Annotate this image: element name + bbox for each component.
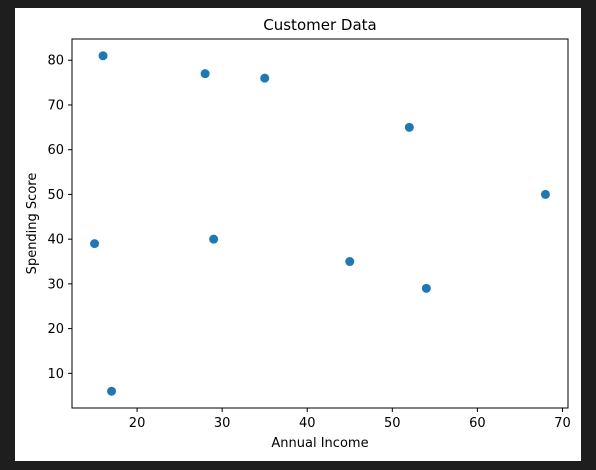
points-layer (90, 51, 550, 396)
x-tick-label-5: 70 (554, 416, 571, 431)
x-tick-label-4: 60 (469, 416, 486, 431)
y-tick-label-2: 30 (47, 277, 64, 292)
y-tick-label-3: 40 (47, 233, 64, 248)
data-point-3 (200, 69, 210, 79)
x-tick-label-1: 30 (214, 416, 231, 431)
y-tick-label-0: 10 (47, 367, 64, 382)
y-tick-label-6: 70 (47, 98, 64, 113)
x-tick-label-0: 20 (129, 416, 146, 431)
y-tick-label-1: 20 (47, 322, 64, 337)
data-point-1 (98, 51, 108, 61)
chart-title: Customer Data (263, 16, 376, 34)
x-axis-label: Annual Income (271, 436, 368, 451)
y-tick-label-4: 50 (47, 188, 64, 203)
data-point-6 (345, 257, 355, 267)
data-point-8 (421, 283, 431, 293)
figure: Customer Data 20 30 40 50 60 70 10 20 30 40 50 60 70… (15, 8, 581, 461)
data-point-9 (540, 189, 550, 199)
ticks-layer: 20 30 40 50 60 70 10 20 30 40 50 60 70 80 (47, 54, 570, 431)
y-tick-label-7: 80 (47, 54, 64, 69)
data-point-0 (90, 239, 100, 249)
scatter-chart: Customer Data 20 30 40 50 60 70 10 20 30 40 50 60 70… (25, 16, 571, 451)
y-tick-label-5: 60 (47, 143, 64, 158)
data-point-7 (404, 122, 414, 132)
data-point-5 (260, 73, 270, 83)
data-point-4 (209, 234, 219, 244)
x-tick-label-2: 40 (299, 416, 316, 431)
x-tick-label-3: 50 (384, 416, 401, 431)
data-point-2 (107, 386, 117, 396)
y-axis-label: Spending Score (25, 173, 40, 275)
plot-frame (71, 38, 569, 409)
